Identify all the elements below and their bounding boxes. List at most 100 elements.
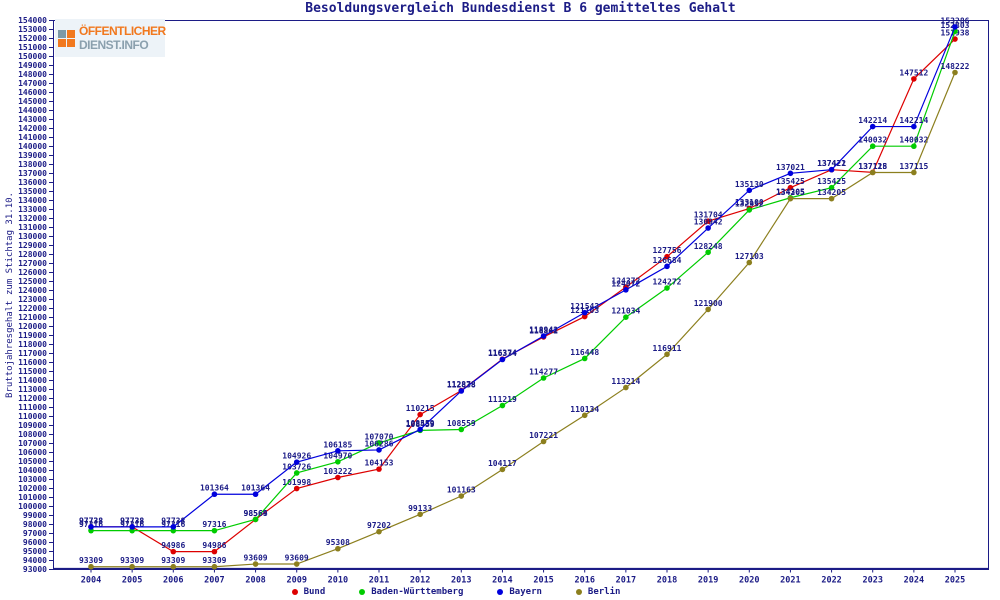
- data-label-bayern: 108559: [406, 419, 435, 428]
- data-point-baden-w-rttemberg: [252, 516, 259, 523]
- data-point-baden-w-rttemberg: [869, 143, 876, 150]
- y-tick-label: 110000: [18, 412, 47, 421]
- data-label-berlin: 93309: [120, 556, 144, 565]
- data-label-baden-w-rttemberg: 135425: [817, 177, 846, 186]
- data-label-baden-w-rttemberg: 97316: [202, 520, 226, 529]
- data-point-baden-w-rttemberg: [623, 314, 629, 320]
- x-tick-label: 2007: [204, 576, 224, 586]
- data-label-berlin: 121900: [694, 299, 723, 308]
- legend-marker-baden-w-rttemberg: [359, 589, 366, 595]
- data-point-berlin: [869, 169, 876, 176]
- data-label-bayern: 116334: [488, 349, 517, 358]
- data-point-berlin: [129, 563, 135, 570]
- data-label-bund: 116374: [488, 349, 517, 358]
- y-tick-label: 142000: [18, 124, 47, 133]
- data-point-baden-w-rttemberg: [664, 285, 670, 291]
- y-tick-label: 145000: [18, 97, 47, 106]
- data-label-bund: 137421: [817, 159, 846, 168]
- y-tick-label: 114000: [18, 376, 47, 385]
- data-label-berlin: 107221: [529, 431, 558, 440]
- data-label-berlin: 148222: [941, 62, 970, 71]
- y-tick-label: 119000: [18, 331, 47, 340]
- x-tick-label: 2008: [245, 576, 265, 586]
- data-point-berlin: [252, 561, 259, 567]
- y-tick-label: 135000: [18, 187, 47, 196]
- data-label-bayern: 137422: [817, 159, 846, 168]
- logo-square-orange: [67, 29, 75, 38]
- data-point-berlin: [911, 169, 917, 176]
- data-point-bayern: [88, 524, 94, 530]
- data-label-baden-w-rttemberg: 107070: [365, 432, 394, 441]
- y-tick-label: 144000: [18, 106, 47, 115]
- data-point-baden-w-rttemberg: [705, 249, 711, 256]
- data-label-berlin: 110134: [570, 405, 599, 414]
- y-tick-label: 137000: [18, 169, 47, 178]
- data-label-bayern: 126684: [653, 256, 682, 265]
- data-point-berlin: [664, 351, 670, 358]
- logo-text-line2: DIENST.INFO: [79, 38, 149, 52]
- y-tick-label: 108000: [18, 430, 47, 439]
- data-point-bund: [664, 253, 670, 260]
- y-tick-label: 94000: [23, 556, 47, 565]
- data-label-bund: 137128: [858, 162, 887, 171]
- data-point-baden-w-rttemberg: [746, 207, 753, 213]
- legend-label-bund: Bund: [303, 587, 326, 597]
- data-point-berlin: [952, 69, 958, 76]
- data-label-bayern: 153286: [941, 16, 970, 25]
- data-label-berlin: 97202: [367, 521, 391, 530]
- data-point-berlin: [170, 563, 177, 570]
- data-label-berlin: 93309: [202, 556, 226, 565]
- data-label-baden-w-rttemberg: 124272: [653, 278, 682, 287]
- series-bayern: 97738 97738 97738 101364 101364 104926 106185 1…: [79, 16, 970, 530]
- data-label-bayern: 130942: [694, 218, 723, 227]
- data-label-bund: 104153: [365, 459, 394, 468]
- data-label-bayern: 137021: [776, 163, 805, 172]
- chart-title: Besoldungsvergleich Bundesdienst B 6 gem…: [305, 1, 736, 16]
- x-tick-label: 2010: [328, 576, 348, 586]
- data-point-bayern: [869, 123, 876, 130]
- data-label-bayern: 97738: [79, 516, 103, 525]
- x-tick-label: 2012: [410, 576, 430, 586]
- y-tick-label: 139000: [18, 151, 47, 160]
- data-point-berlin: [293, 561, 300, 567]
- y-tick-label: 109000: [18, 421, 47, 430]
- series-berlin: 93309 93309 93309 93309 93609 93609 95308 97202…: [79, 62, 970, 570]
- data-label-berlin: 113214: [611, 377, 640, 386]
- data-label-bayern: 97738: [161, 516, 185, 525]
- data-label-berlin: 93309: [161, 556, 185, 565]
- data-label-bayern: 106185: [323, 440, 352, 449]
- y-tick-label: 120000: [18, 322, 47, 331]
- data-point-berlin: [458, 493, 465, 499]
- x-tick-label: 2024: [904, 576, 924, 586]
- y-tick-label: 143000: [18, 115, 47, 124]
- data-label-bayern: 135130: [735, 180, 764, 189]
- y-tick-label: 105000: [18, 457, 47, 466]
- data-label-bund: 94986: [202, 541, 226, 550]
- y-tick-label: 102000: [18, 484, 47, 493]
- x-tick-label: 2018: [657, 576, 677, 586]
- data-point-bayern: [623, 287, 629, 293]
- data-point-berlin: [540, 438, 547, 445]
- data-point-bund: [705, 218, 711, 224]
- series-line-berlin: [91, 72, 956, 568]
- y-tick-label: 125000: [18, 277, 47, 286]
- data-label-berlin: 93609: [244, 554, 268, 563]
- y-tick-label: 148000: [18, 70, 47, 79]
- y-tick-label: 112000: [18, 394, 47, 403]
- y-tick-label: 98000: [23, 520, 47, 529]
- x-tick-label: 2015: [533, 576, 553, 586]
- y-tick-label: 146000: [18, 88, 47, 97]
- y-tick-label: 113000: [18, 385, 47, 394]
- data-label-bund: 97738: [120, 516, 144, 525]
- data-point-bund: [293, 485, 300, 492]
- y-tick-label: 101000: [18, 493, 47, 502]
- data-point-bund: [170, 548, 177, 555]
- y-tick-label: 153000: [18, 25, 47, 34]
- data-label-baden-w-rttemberg: 134305: [776, 187, 805, 196]
- data-label-bund: 98564: [244, 509, 268, 518]
- legend-marker-bund: [291, 589, 298, 595]
- data-label-baden-w-rttemberg: 132952: [735, 199, 764, 208]
- data-label-baden-w-rttemberg: 104970: [323, 451, 352, 460]
- legend-item-baden-w-rttemberg: Baden-Württemberg: [359, 587, 463, 597]
- x-tick-label: 2011: [369, 576, 389, 586]
